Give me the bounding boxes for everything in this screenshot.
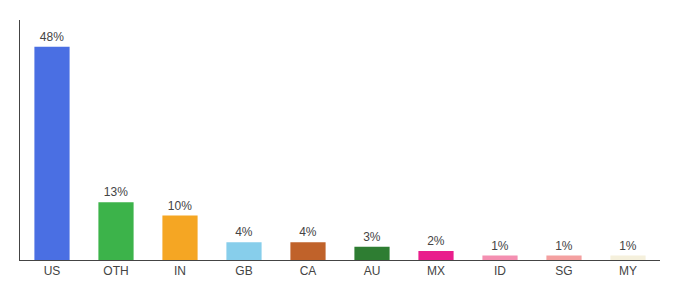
svg-text:OTH: OTH xyxy=(103,264,128,278)
svg-text:10%: 10% xyxy=(168,199,192,213)
svg-text:IN: IN xyxy=(174,264,186,278)
svg-text:US: US xyxy=(44,264,61,278)
svg-text:3%: 3% xyxy=(363,230,381,244)
svg-text:MX: MX xyxy=(427,264,445,278)
svg-text:MY: MY xyxy=(619,264,637,278)
svg-text:4%: 4% xyxy=(235,225,253,239)
svg-text:1%: 1% xyxy=(619,239,637,253)
svg-text:GB: GB xyxy=(235,264,252,278)
svg-text:4%: 4% xyxy=(299,225,317,239)
svg-text:SG: SG xyxy=(555,264,572,278)
svg-text:1%: 1% xyxy=(491,239,509,253)
svg-text:13%: 13% xyxy=(104,185,128,199)
svg-text:48%: 48% xyxy=(40,30,64,44)
svg-text:1%: 1% xyxy=(555,239,573,253)
svg-text:ID: ID xyxy=(494,264,506,278)
svg-text:2%: 2% xyxy=(427,234,445,248)
svg-text:AU: AU xyxy=(364,264,381,278)
svg-text:CA: CA xyxy=(300,264,317,278)
